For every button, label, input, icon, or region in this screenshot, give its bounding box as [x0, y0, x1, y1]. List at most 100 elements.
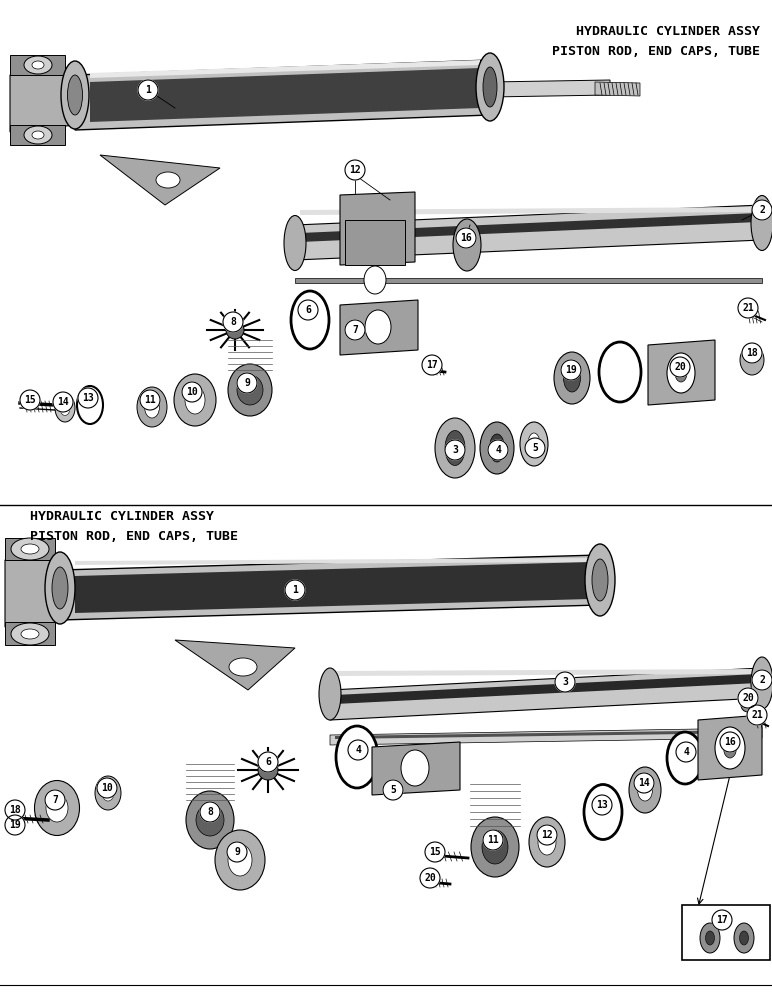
Circle shape — [752, 670, 772, 690]
Ellipse shape — [638, 779, 652, 801]
Polygon shape — [5, 555, 60, 627]
Ellipse shape — [258, 760, 278, 780]
Circle shape — [5, 800, 25, 820]
Text: 4: 4 — [683, 747, 689, 757]
Text: 13: 13 — [596, 800, 608, 810]
Circle shape — [456, 228, 476, 248]
Polygon shape — [335, 669, 758, 676]
Polygon shape — [60, 555, 600, 620]
Text: 21: 21 — [742, 303, 754, 313]
Ellipse shape — [156, 172, 180, 188]
Polygon shape — [90, 68, 480, 122]
Ellipse shape — [529, 817, 565, 867]
Ellipse shape — [228, 844, 252, 876]
Circle shape — [752, 200, 772, 220]
Text: 1: 1 — [292, 585, 298, 595]
Polygon shape — [698, 715, 762, 780]
Text: 14: 14 — [638, 778, 650, 788]
Circle shape — [747, 705, 767, 725]
Text: 4: 4 — [495, 445, 501, 455]
Text: 3: 3 — [452, 445, 458, 455]
Ellipse shape — [667, 353, 695, 393]
Circle shape — [561, 360, 581, 380]
Ellipse shape — [700, 923, 720, 953]
Ellipse shape — [77, 386, 103, 424]
Circle shape — [420, 868, 440, 888]
Ellipse shape — [483, 67, 497, 107]
Ellipse shape — [319, 668, 341, 720]
Polygon shape — [295, 278, 762, 283]
Ellipse shape — [46, 794, 68, 822]
Ellipse shape — [528, 433, 540, 455]
Circle shape — [138, 80, 158, 100]
Ellipse shape — [741, 698, 755, 712]
Ellipse shape — [11, 623, 49, 645]
Ellipse shape — [185, 386, 205, 414]
Ellipse shape — [592, 559, 608, 601]
Polygon shape — [490, 80, 610, 97]
Circle shape — [223, 312, 243, 332]
Polygon shape — [10, 55, 65, 75]
Ellipse shape — [675, 364, 687, 382]
Polygon shape — [90, 60, 480, 78]
Polygon shape — [75, 60, 490, 130]
Ellipse shape — [21, 629, 39, 639]
Circle shape — [345, 320, 365, 340]
Circle shape — [200, 802, 220, 822]
Ellipse shape — [186, 791, 234, 849]
Polygon shape — [75, 562, 590, 613]
Circle shape — [20, 390, 40, 410]
Circle shape — [227, 842, 247, 862]
Polygon shape — [100, 155, 220, 205]
Circle shape — [425, 842, 445, 862]
Circle shape — [237, 373, 257, 393]
Polygon shape — [372, 742, 460, 795]
Ellipse shape — [336, 726, 378, 788]
Ellipse shape — [489, 434, 504, 462]
Text: 10: 10 — [186, 387, 198, 397]
Text: 16: 16 — [724, 737, 736, 747]
Ellipse shape — [585, 544, 615, 616]
Ellipse shape — [52, 567, 68, 609]
Ellipse shape — [740, 345, 764, 375]
Bar — [682, 905, 770, 960]
Ellipse shape — [226, 321, 244, 339]
Polygon shape — [75, 558, 590, 565]
Polygon shape — [175, 640, 295, 690]
Circle shape — [345, 160, 365, 180]
Text: HYDRAULIC CYLINDER ASSY: HYDRAULIC CYLINDER ASSY — [30, 510, 214, 523]
Text: 8: 8 — [230, 317, 236, 327]
Circle shape — [298, 300, 318, 320]
Ellipse shape — [67, 75, 83, 115]
Text: 15: 15 — [24, 395, 36, 405]
Text: 17: 17 — [426, 360, 438, 370]
Ellipse shape — [144, 396, 160, 418]
Ellipse shape — [196, 804, 224, 836]
Text: PISTON ROD, END CAPS, TUBE: PISTON ROD, END CAPS, TUBE — [30, 530, 238, 543]
Ellipse shape — [215, 830, 265, 890]
Circle shape — [258, 752, 278, 772]
Ellipse shape — [435, 418, 475, 478]
Circle shape — [445, 440, 465, 460]
Circle shape — [5, 815, 25, 835]
Circle shape — [738, 688, 758, 708]
Ellipse shape — [584, 784, 622, 840]
Text: 9: 9 — [244, 378, 250, 388]
Text: 16: 16 — [460, 233, 472, 243]
Text: 4: 4 — [355, 745, 361, 755]
Ellipse shape — [95, 776, 121, 810]
Ellipse shape — [751, 196, 772, 250]
Text: 10: 10 — [101, 783, 113, 793]
Circle shape — [53, 392, 73, 412]
Ellipse shape — [453, 219, 481, 271]
Text: HYDRAULIC CYLINDER ASSY: HYDRAULIC CYLINDER ASSY — [576, 25, 760, 38]
Text: 11: 11 — [144, 395, 156, 405]
Text: 14: 14 — [57, 397, 69, 407]
Ellipse shape — [445, 430, 465, 466]
Text: 20: 20 — [424, 873, 436, 883]
Ellipse shape — [364, 266, 386, 294]
Circle shape — [676, 742, 696, 762]
Circle shape — [720, 732, 740, 752]
Ellipse shape — [564, 364, 581, 392]
Polygon shape — [10, 125, 65, 145]
